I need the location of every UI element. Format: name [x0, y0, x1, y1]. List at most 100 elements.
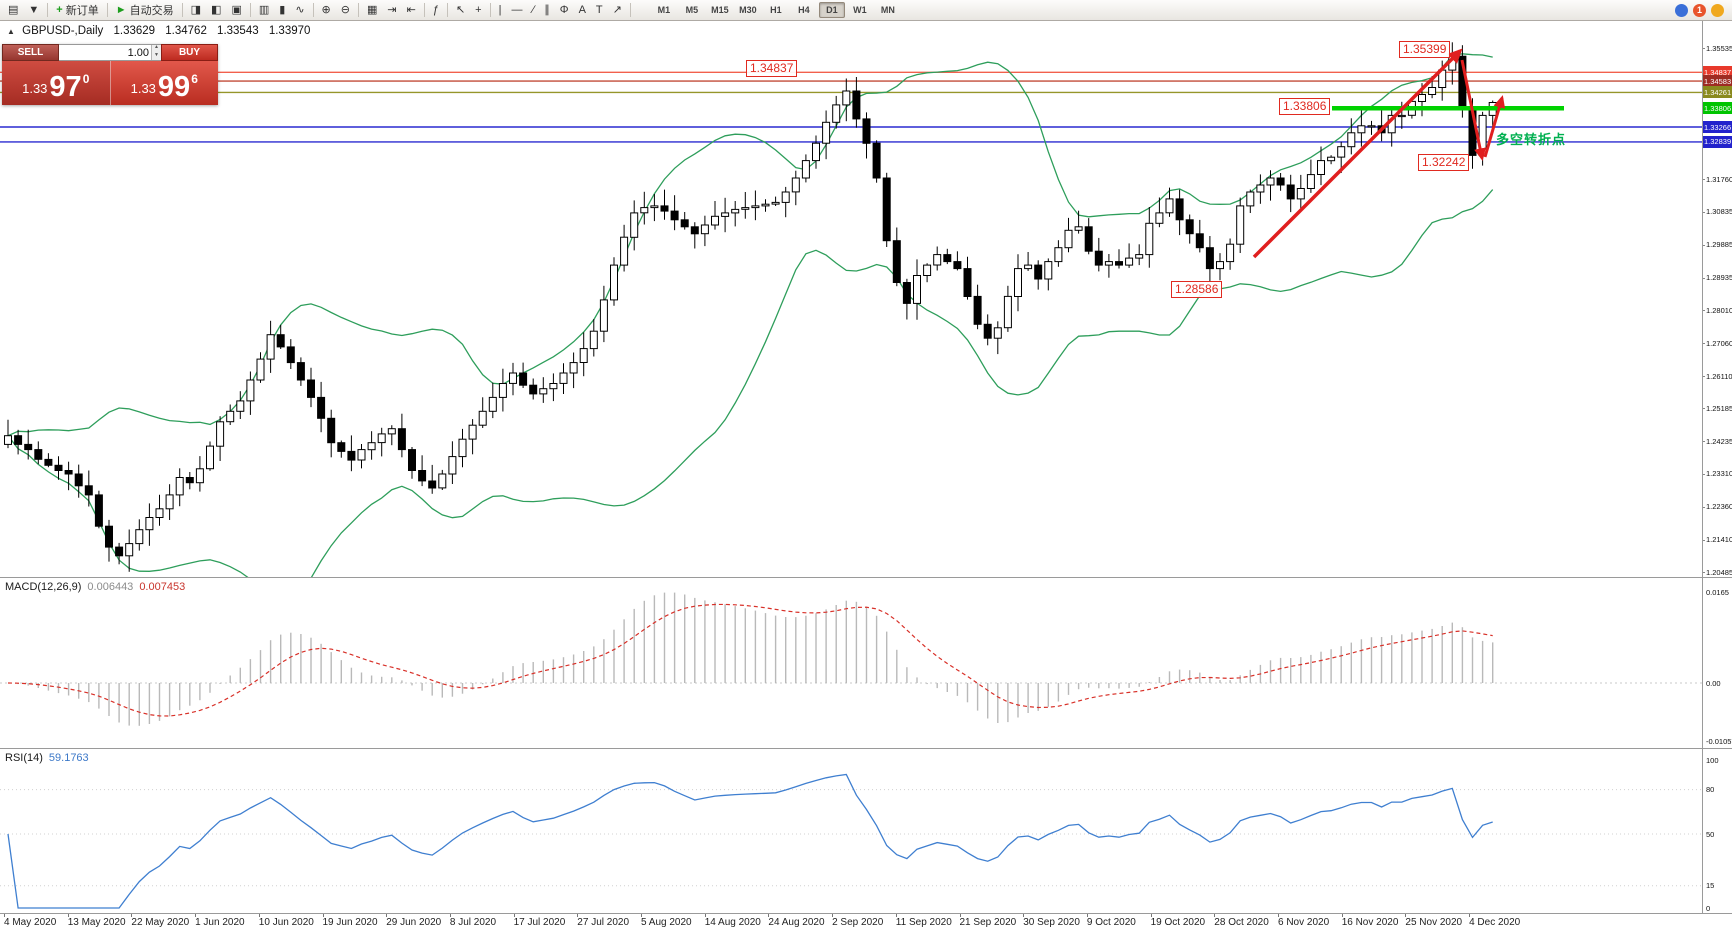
- toolbar-button-arrows-tool[interactable]: ↗: [609, 1, 626, 20]
- cursor-icon: ↖: [455, 3, 466, 16]
- chart-price-label[interactable]: 1.35399: [1399, 41, 1451, 58]
- toolbar-button-candlestick-mode[interactable]: ▮: [275, 1, 289, 20]
- crosshair-icon: +: [475, 3, 482, 16]
- toolbar-button-auto-scroll[interactable]: ⇥: [383, 1, 400, 20]
- toolbar-button-bar-chart-mode[interactable]: ▥: [255, 1, 273, 20]
- toolbar-icon-community[interactable]: [1675, 3, 1688, 17]
- toolbar-button-strategy-tester[interactable]: ▣: [227, 1, 245, 20]
- toolbar-icon-promo[interactable]: [1711, 3, 1724, 17]
- chart-shift-icon: ⇤: [406, 3, 416, 16]
- timeframe-button-M15[interactable]: M15: [711, 5, 729, 15]
- toolbar-button-text-label[interactable]: T: [592, 1, 607, 20]
- new-order-label: 新订单: [65, 5, 99, 17]
- one-click-trade-panel: SELL 1.00 ▲ ▼ BUY 1.33 97 0 1.33 99 6: [2, 44, 218, 105]
- rsi-panel-canvas[interactable]: [0, 749, 1702, 913]
- terminal-icon: ◨: [190, 3, 202, 16]
- price-scale-tick: 1.21410: [1706, 535, 1732, 545]
- timeframe-button-M5[interactable]: M5: [685, 5, 699, 15]
- timeframe-button-H1[interactable]: H1: [770, 5, 782, 15]
- toolbar-button-terminal[interactable]: ◨: [187, 1, 205, 20]
- chart-symbol: GBPUSD-,Daily: [22, 25, 104, 37]
- toolbar-button-zoom-out[interactable]: ⊖: [337, 1, 354, 20]
- date-axis-tick-mark: [131, 913, 133, 917]
- toolbar-separator: [489, 3, 491, 17]
- timeframe-button-MN[interactable]: MN: [880, 5, 895, 15]
- toolbar: ▤ ▼ + 新订单 ► 自动交易 ◨ ◧ ▣ ▥ ▮ ∿ ⊕ ⊖ ▦ ⇥ ⇤ ƒ ↖ + | ― ∕ ∥ Φ A T ↗ M1 M5 M15…: [0, 0, 1732, 21]
- chart-price-label[interactable]: 1.32242: [1418, 154, 1470, 171]
- toolbar-button-chart-shift[interactable]: ⇤: [403, 1, 420, 20]
- toolbar-button-tile-windows[interactable]: ▦: [363, 1, 381, 20]
- timeframe-group: M1 M5 M15 M30 H1 H4 D1 W1 MN: [650, 2, 902, 18]
- toolbar-button-navigator[interactable]: ◧: [207, 1, 225, 20]
- chart-note-text[interactable]: 多空转折点: [1496, 132, 1567, 147]
- toolbar-icon-notifications[interactable]: 1: [1693, 3, 1706, 17]
- toolbar-button-indicators-list[interactable]: ƒ: [429, 1, 443, 20]
- rsi-panel-divider[interactable]: [0, 748, 1732, 749]
- volume-up-icon[interactable]: ▲: [154, 44, 159, 50]
- toolbar-button-auto-trading[interactable]: ► 自动交易: [112, 1, 178, 20]
- date-axis-tick-mark: [1023, 913, 1025, 917]
- timeframe-button-W1[interactable]: W1: [853, 5, 867, 15]
- timeframe-button-D1[interactable]: D1: [818, 2, 845, 18]
- timeframe-button-M1[interactable]: M1: [657, 5, 671, 15]
- date-axis-label: 10 Jun 2020: [258, 917, 314, 928]
- toolbar-button-horizontal-line[interactable]: ―: [507, 1, 526, 20]
- volume-input[interactable]: 1.00 ▲ ▼: [59, 44, 161, 61]
- toolbar-button-vertical-line[interactable]: |: [495, 1, 506, 20]
- date-axis-label: 16 Nov 2020: [1341, 917, 1399, 928]
- arrows-tool-icon: ↗: [612, 3, 622, 16]
- trend-arrows[interactable]: [1252, 48, 1506, 259]
- price-scale-tick: 1.25185: [1706, 403, 1732, 413]
- toolbar-button-line-chart-mode[interactable]: ∿: [291, 1, 308, 20]
- toolbar-separator: [446, 3, 448, 17]
- timeframe-button-H4[interactable]: H4: [798, 5, 810, 15]
- macd-panel-canvas[interactable]: [0, 578, 1702, 748]
- buy-button[interactable]: BUY: [161, 44, 218, 61]
- text-label-icon: T: [595, 3, 603, 16]
- volume-down-icon[interactable]: ▼: [154, 51, 159, 58]
- volume-value: 1.00: [127, 46, 149, 59]
- price-scale-tick: 1.26110: [1706, 371, 1732, 381]
- volume-stepper[interactable]: ▲ ▼: [151, 45, 161, 60]
- buy-price-big: 99: [157, 71, 191, 104]
- toolbar-button-text[interactable]: A: [575, 1, 590, 20]
- toolbar-button-chart-profiles[interactable]: ▼: [24, 1, 43, 20]
- toolbar-button-zoom-in[interactable]: ⊕: [318, 1, 335, 20]
- sell-price-sup: 0: [82, 72, 90, 86]
- sell-button[interactable]: SELL: [2, 44, 59, 61]
- date-axis-label: 4 May 2020: [4, 917, 57, 928]
- toolbar-button-cursor[interactable]: ↖: [452, 1, 469, 20]
- buy-price-prefix: 1.33: [130, 81, 156, 96]
- date-axis-divider: [0, 913, 1732, 914]
- auto-trading-icon: ►: [115, 3, 127, 16]
- chart-price-label[interactable]: 1.34837: [746, 60, 798, 77]
- toolbar-button-equidistant-channel[interactable]: ∥: [540, 1, 554, 20]
- main-chart-canvas[interactable]: [0, 21, 1702, 577]
- date-axis-tick-mark: [449, 913, 451, 917]
- toolbar-button-new-chart[interactable]: ▤: [4, 1, 22, 20]
- macd-panel-divider[interactable]: [0, 577, 1732, 578]
- ohlc-low: 1.33543: [217, 25, 259, 37]
- rsi-scale-tick: 50: [1706, 829, 1715, 839]
- price-scale-tick-mark: [1702, 244, 1705, 246]
- chart-price-label[interactable]: 1.28586: [1171, 281, 1223, 298]
- toolbar-button-new-order[interactable]: + 新订单: [52, 1, 102, 20]
- date-axis-label: 30 Sep 2020: [1023, 917, 1080, 928]
- chart-price-label[interactable]: 1.33806: [1279, 98, 1331, 115]
- date-axis-tick-mark: [1405, 913, 1407, 917]
- price-scale-divider[interactable]: [1702, 21, 1703, 913]
- toolbar-separator: [312, 3, 314, 17]
- buy-price-button[interactable]: 1.33 99 6: [110, 61, 218, 105]
- toolbar-button-fibonacci[interactable]: Φ: [556, 1, 573, 20]
- toolbar-button-trendline[interactable]: ∕: [528, 1, 538, 20]
- zoom-out-icon: ⊖: [340, 3, 350, 16]
- date-axis-tick-mark: [704, 913, 706, 917]
- sell-price-button[interactable]: 1.33 97 0: [2, 61, 111, 105]
- date-axis-label: 17 Jul 2020: [513, 917, 566, 928]
- timeframe-button-M30[interactable]: M30: [739, 5, 757, 15]
- toolbar-button-crosshair[interactable]: +: [471, 1, 485, 20]
- date-axis-tick-mark: [832, 913, 834, 917]
- price-scale-tick: 1.24235: [1706, 436, 1732, 446]
- collapse-icon[interactable]: ▲: [7, 27, 15, 36]
- rsi-line: [7, 773, 1493, 909]
